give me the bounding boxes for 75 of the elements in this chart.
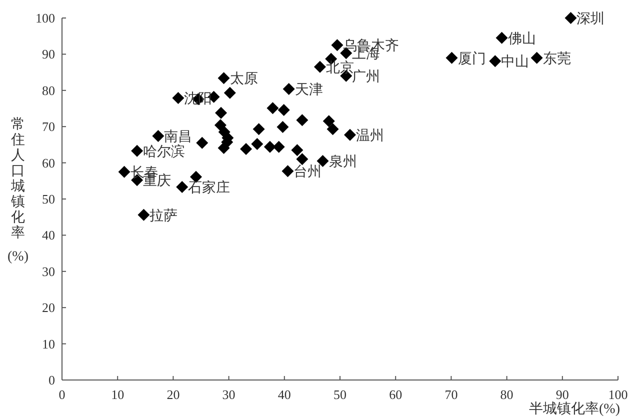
x-tick-label: 50 [334,387,346,402]
point [176,181,188,194]
y-tick-label: 50 [42,192,55,206]
point [214,119,226,132]
annotation: 温州 [356,128,384,144]
point [118,166,130,178]
y-tick-label: 100 [36,10,55,26]
point [172,92,184,104]
annotation: 天津 [294,82,323,98]
x-tick-label: 0 [58,387,66,402]
point [530,52,543,64]
annotation: 石家庄 [188,180,230,196]
x-tick-label: 100 [608,387,628,402]
point [291,144,304,156]
point [240,143,252,156]
annotation: 南昌 [164,129,192,146]
point [314,60,326,73]
annotation: 中山 [501,54,530,70]
annotation: 深圳 [576,11,605,27]
x-tick-label: 60 [389,387,402,402]
annotation: 拉萨 [150,208,178,224]
y-tick-label: 0 [48,372,55,388]
x-tick-label: 70 [444,387,458,402]
point [496,32,508,44]
point [296,114,308,126]
point [446,52,458,64]
point [272,140,285,153]
annotation: 东莞 [542,50,571,67]
y-tick-label: 90 [42,46,55,62]
x-tick-label: 10 [111,387,124,402]
y-tick-label: 40 [42,228,55,243]
y-tick-label: 30 [42,264,55,279]
point [264,140,276,153]
point [138,208,150,221]
y-tick-label: 10 [42,336,55,352]
point [266,102,279,114]
point [278,104,290,116]
point [564,12,577,24]
point [282,82,295,95]
point [331,39,344,52]
annotation: 泉州 [328,154,357,170]
x-tick-label: 20 [166,387,180,402]
annotation: 广州 [352,68,380,85]
annotation: 佛山 [508,30,536,47]
point [322,115,335,128]
point [251,138,264,150]
y-tick-label: 60 [42,155,55,170]
point [489,55,502,68]
text: 常住人口城镇化率(%) [8,117,28,264]
annotation: 北京 [326,60,354,76]
point [224,86,236,99]
point [344,128,356,141]
point [131,144,144,157]
x-tick-label: 90 [556,387,569,402]
point [252,123,265,136]
annotation: 太原 [230,71,258,88]
point [196,136,208,149]
y-tick-label: 80 [42,82,55,98]
x-tick-label: 80 [500,387,514,402]
point [326,123,339,136]
point [218,72,230,84]
point [282,165,294,178]
x-tick-label: 30 [222,387,236,402]
y-tick-label: 20 [42,300,55,316]
annotation: 厦门 [458,50,486,67]
x-tick-label: 40 [278,387,291,402]
annotation: 哈尔滨 [143,144,186,160]
point [215,106,228,119]
point [276,120,289,133]
point [152,130,164,142]
x-axis-title: 半城镇化率(%) [529,401,620,417]
annotation: 台州 [294,164,322,180]
point [218,142,230,154]
point [296,153,308,166]
y-tick-label: 70 [42,119,55,134]
